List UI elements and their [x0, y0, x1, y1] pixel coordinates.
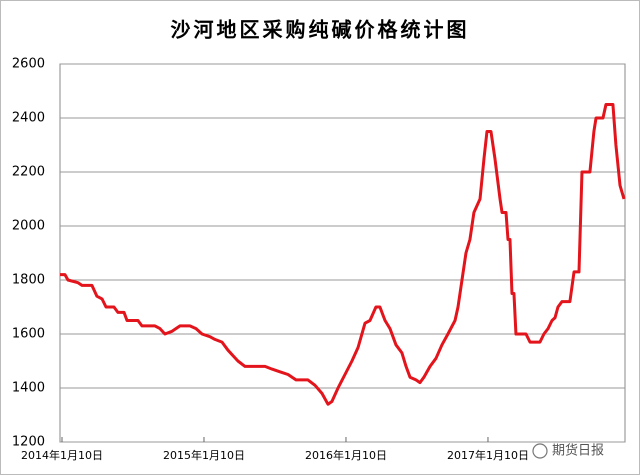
x-tick-label: 2016年1月10日 — [305, 448, 387, 462]
watermark-icon — [532, 443, 548, 459]
y-tick-label: 2400 — [12, 111, 45, 126]
x-tick-label: 2015年1月10日 — [163, 448, 245, 462]
y-tick-label: 2200 — [12, 165, 45, 180]
watermark: 期货日报 — [532, 443, 604, 459]
y-tick-label: 1800 — [12, 273, 45, 288]
watermark-text: 期货日报 — [552, 443, 604, 459]
y-tick-label: 2000 — [12, 219, 45, 234]
y-tick-label: 1400 — [12, 381, 45, 396]
price-line — [60, 103, 626, 406]
y-tick-label: 1600 — [12, 327, 45, 342]
x-tick-label: 2017年1月10日 — [447, 448, 529, 462]
y-tick-label: 2600 — [12, 57, 45, 72]
y-tick-label: 1200 — [12, 435, 45, 450]
x-tick-label: 2014年1月10日 — [21, 448, 103, 462]
chart-title: 沙河地区采购纯碱价格统计图 — [171, 18, 470, 42]
